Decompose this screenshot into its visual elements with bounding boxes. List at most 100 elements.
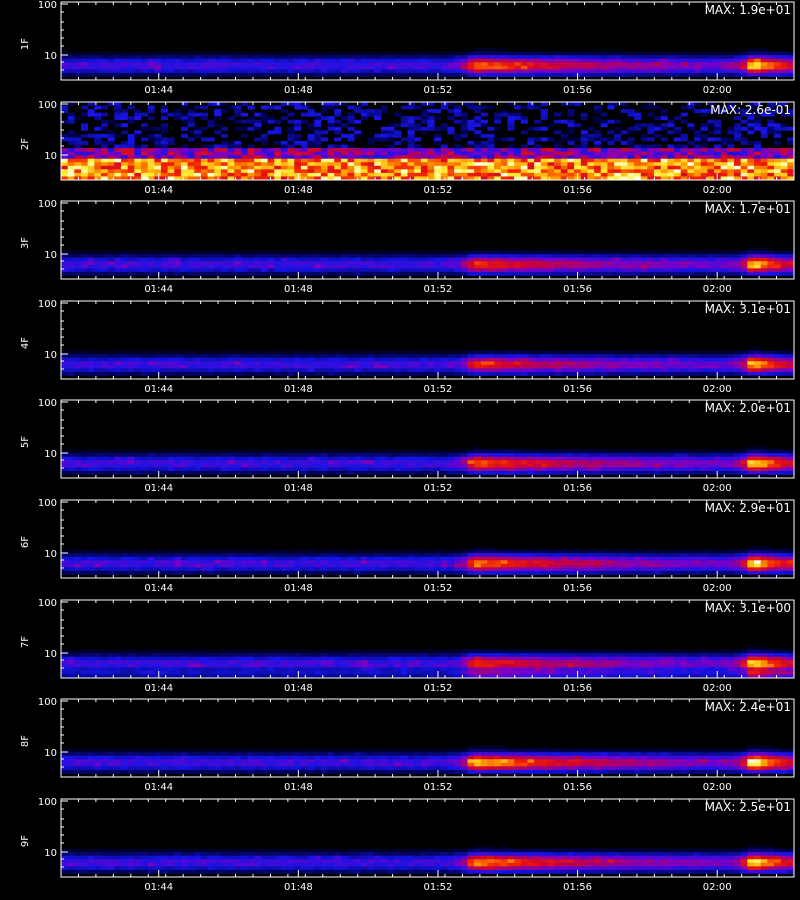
heatmap-cell [680, 460, 688, 465]
heatmap-cell [707, 264, 715, 269]
heatmap-cell [380, 69, 388, 74]
heatmap-cell [574, 361, 582, 366]
heatmap-cell [354, 162, 362, 167]
heatmap-cell [434, 109, 442, 114]
heatmap-cell [547, 162, 555, 167]
heatmap-cell [494, 162, 502, 167]
heatmap-cell [420, 357, 428, 362]
heatmap-cell [294, 357, 302, 362]
heatmap-cell [140, 350, 149, 355]
heatmap-cell [194, 51, 202, 56]
heatmap-cell [67, 357, 75, 362]
heatmap-cell [740, 155, 748, 160]
heatmap-cell [61, 176, 69, 181]
heatmap-cell [234, 151, 242, 156]
heatmap-cell [754, 119, 762, 124]
heatmap-cell [554, 368, 562, 373]
heatmap-cell [214, 116, 222, 121]
heatmap-cell [314, 137, 322, 142]
heatmap-cell [674, 137, 682, 142]
heatmap-cell [754, 254, 762, 259]
heatmap-cell [740, 368, 748, 373]
heatmap-cell [600, 268, 608, 273]
heatmap-cell [607, 137, 615, 142]
heatmap-cell [294, 133, 302, 138]
heatmap-cell [114, 460, 122, 465]
heatmap-cell [374, 449, 382, 454]
heatmap-cell [547, 62, 555, 67]
heatmap-cell [160, 354, 169, 359]
heatmap-cell [734, 460, 742, 465]
heatmap-cell [580, 141, 588, 145]
heatmap-cell [234, 176, 242, 181]
heatmap-cell [547, 264, 555, 269]
heatmap-cell [567, 463, 575, 468]
heatmap-cell [120, 109, 129, 114]
heatmap-cell [560, 449, 568, 454]
heatmap-cell [240, 264, 248, 269]
heatmap-cell [734, 116, 742, 121]
heatmap-cell [714, 357, 722, 362]
heatmap-cell [787, 254, 795, 259]
heatmap-cell [367, 137, 375, 142]
heatmap-cell [387, 144, 395, 149]
heatmap-cell [714, 162, 722, 167]
heatmap-cell [680, 112, 688, 117]
heatmap-cell [61, 119, 69, 124]
heatmap-cell [727, 357, 735, 362]
heatmap-cell [367, 357, 375, 362]
heatmap-cell [647, 162, 655, 167]
heatmap-cell [500, 257, 508, 262]
heatmap-cell [640, 264, 648, 269]
heatmap-cell [114, 463, 122, 468]
heatmap-cell [674, 151, 682, 156]
heatmap-cell [387, 368, 395, 373]
heatmap-cell [447, 51, 455, 56]
heatmap-cell [380, 453, 388, 458]
heatmap-cell [520, 58, 528, 63]
heatmap-cell [560, 357, 568, 362]
heatmap-cell [227, 62, 235, 67]
heatmap-cell [460, 453, 468, 458]
heatmap-cell [234, 371, 242, 376]
heatmap-cell [294, 102, 302, 106]
heatmap-cell [300, 268, 308, 273]
heatmap-cell [280, 268, 288, 273]
heatmap-cell [207, 51, 215, 56]
heatmap-cell [194, 105, 202, 110]
heatmap-cell [640, 151, 648, 156]
heatmap-cell [220, 65, 228, 70]
heatmap-cell [167, 55, 175, 60]
heatmap-cell [760, 76, 768, 81]
heatmap-cell [207, 165, 215, 170]
heatmap-cell [174, 453, 182, 458]
y-tick-label: 100 [38, 299, 57, 310]
heatmap-cell [507, 102, 515, 106]
heatmap-cell [727, 144, 735, 149]
heatmap-cell [600, 162, 608, 167]
heatmap-cell [287, 148, 295, 153]
heatmap-cell [720, 155, 728, 160]
heatmap-cell [307, 257, 315, 262]
heatmap-cell [120, 264, 129, 269]
heatmap-cell [547, 350, 555, 355]
heatmap-cell [647, 137, 655, 142]
heatmap-cell [454, 144, 462, 149]
heatmap-cell [187, 271, 195, 276]
heatmap-cell [487, 137, 495, 142]
heatmap-cell [447, 361, 455, 366]
heatmap-cell [594, 51, 602, 56]
heatmap-cell [300, 254, 308, 259]
heatmap-cell [334, 126, 342, 131]
heatmap-cell [600, 112, 608, 117]
heatmap-cell [520, 51, 528, 56]
heatmap-cell [300, 55, 308, 60]
heatmap-cell [160, 158, 169, 163]
heatmap-cell [154, 456, 162, 461]
heatmap-cell [734, 123, 742, 128]
heatmap-cell [714, 123, 722, 128]
heatmap-cell [334, 264, 342, 269]
heatmap-cell [714, 65, 722, 70]
heatmap-cell [780, 453, 788, 458]
heatmap-cell [534, 151, 542, 156]
